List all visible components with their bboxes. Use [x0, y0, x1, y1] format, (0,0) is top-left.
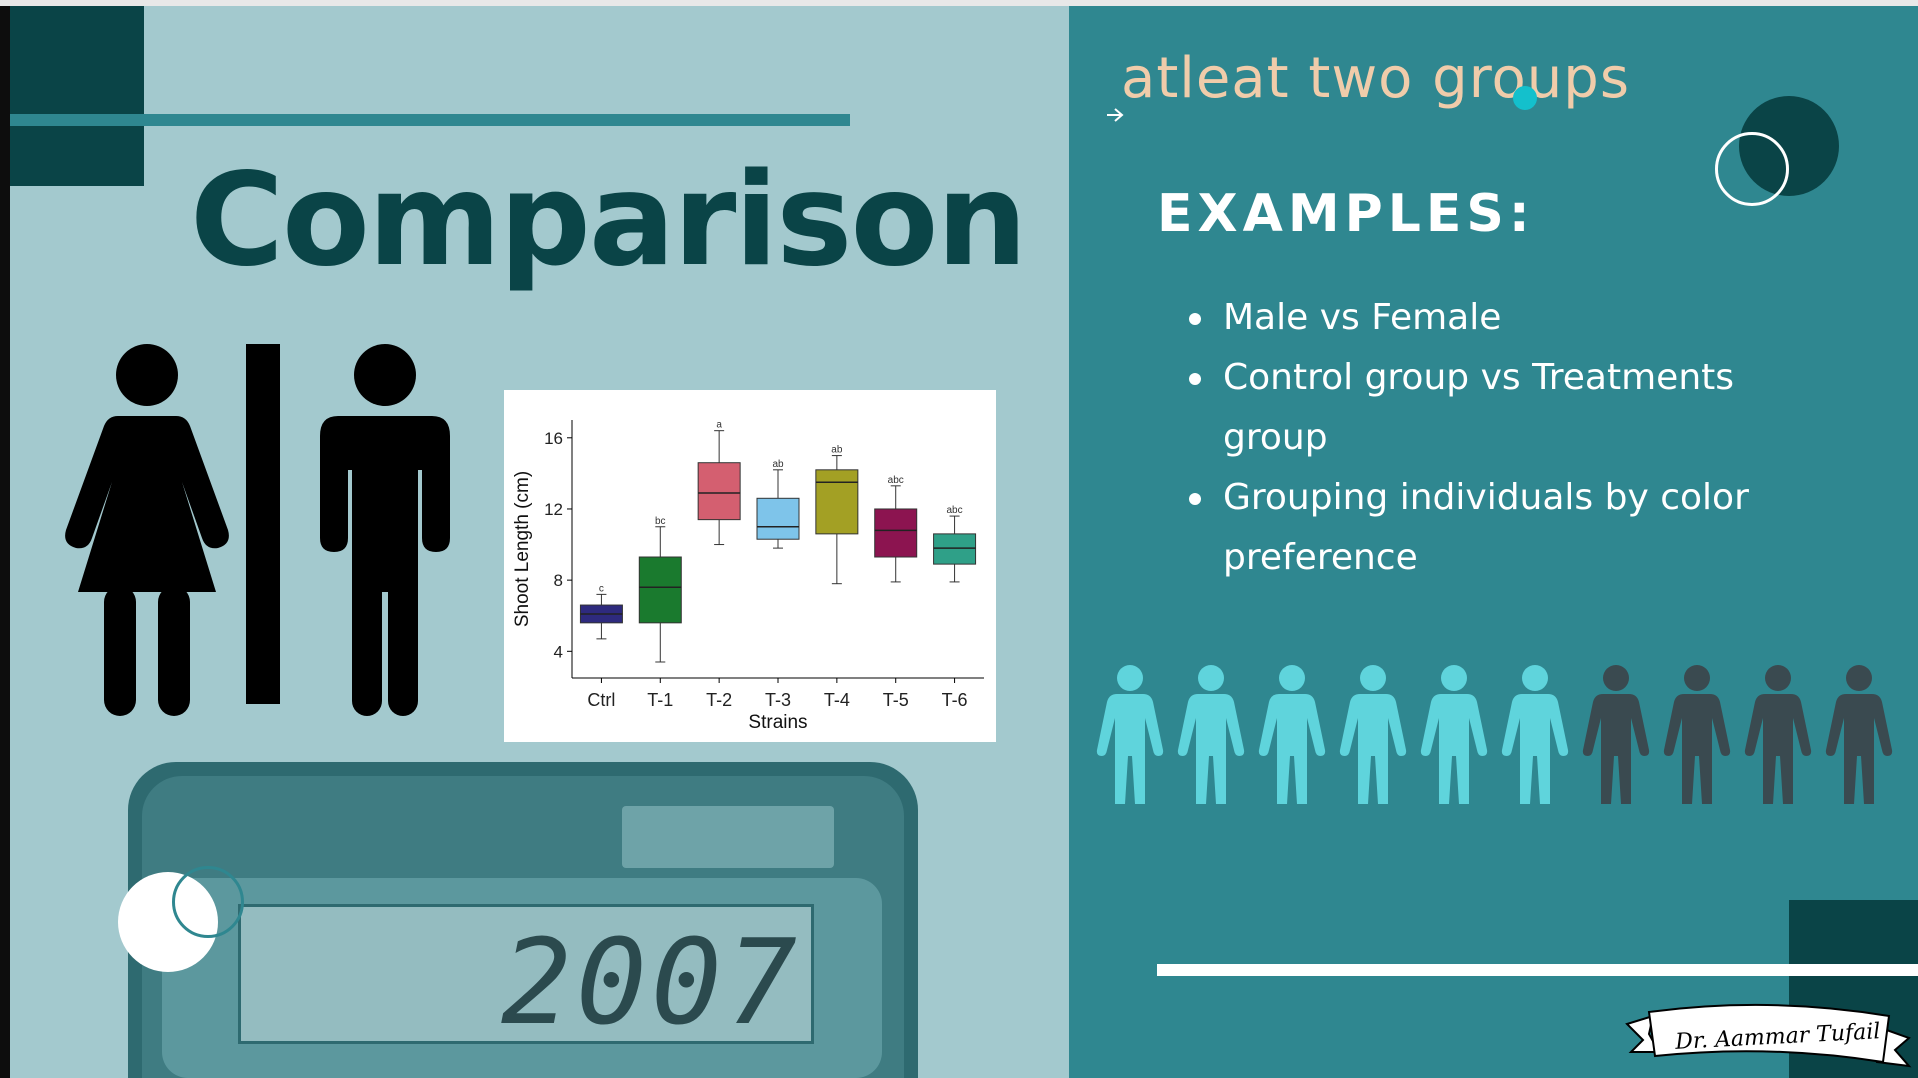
- example-item: Grouping individuals by color preference: [1189, 468, 1829, 588]
- subtitle: atleat two groups: [1121, 46, 1630, 111]
- person-icon-dark: [1582, 665, 1650, 804]
- person-icon-highlighted: [1177, 665, 1245, 804]
- y-tick-label: 12: [544, 500, 563, 519]
- person-icon-highlighted: [1096, 665, 1164, 804]
- person-icon-highlighted: [1258, 665, 1326, 804]
- significance-label: abc: [947, 505, 963, 516]
- box: [638, 556, 682, 624]
- corner-block: [10, 6, 144, 186]
- boxplot-chart: 4 8 12 16 Shoot Length (cm) Strains c Ctrl bc T-1…: [504, 390, 996, 742]
- x-tick-label: T-2: [706, 690, 732, 710]
- female-figure-icon: [65, 344, 229, 716]
- cursor-dot: [1513, 86, 1537, 110]
- ring-decoration: [172, 866, 244, 938]
- display-value: 2007: [500, 913, 801, 1051]
- y-tick-label: 8: [554, 571, 563, 590]
- ring-decoration-right: [1715, 132, 1789, 206]
- calculator: 2007: [128, 762, 918, 1078]
- page-title: Comparison: [190, 146, 1027, 295]
- x-tick-label: Ctrl: [587, 690, 615, 710]
- box: [874, 508, 918, 558]
- significance-label: a: [716, 420, 722, 431]
- examples-list: Male vs Female Control group vs Treatmen…: [1189, 288, 1829, 588]
- significance-label: ab: [831, 445, 843, 456]
- solar-panel: [622, 806, 834, 868]
- person-icon-dark: [1663, 665, 1731, 804]
- example-item: Male vs Female: [1189, 288, 1829, 348]
- significance-label: ab: [772, 459, 784, 470]
- box: [756, 497, 800, 540]
- people-row: [1095, 662, 1905, 810]
- arrow-pointer-icon: [1107, 108, 1124, 122]
- box: [815, 469, 859, 535]
- x-axis-label: Strains: [748, 712, 807, 733]
- person-icon-highlighted: [1339, 665, 1407, 804]
- person-icon-highlighted: [1501, 665, 1569, 804]
- restroom-divider-bar: [246, 344, 280, 704]
- person-icon-dark: [1825, 665, 1893, 804]
- person-icon-highlighted: [1420, 665, 1488, 804]
- y-axis-label: Shoot Length (cm): [512, 471, 533, 627]
- divider-line: [10, 114, 850, 126]
- x-tick-label: T-5: [883, 690, 909, 710]
- right-panel: atleat two groups EXAMPLES: Male vs Fema…: [1069, 6, 1918, 1078]
- example-item: Control group vs Treatments group: [1189, 348, 1829, 468]
- box: [933, 533, 977, 565]
- significance-label: c: [599, 583, 604, 594]
- signature-banner: Dr. Aammar Tufail: [1625, 1003, 1912, 1068]
- y-tick-label: 4: [554, 642, 563, 661]
- calculator-display: 2007: [238, 904, 814, 1051]
- box: [697, 462, 741, 521]
- y-tick-label: 16: [544, 429, 563, 448]
- x-tick-label: T-1: [647, 690, 673, 710]
- x-tick-label: T-4: [824, 690, 850, 710]
- examples-heading: EXAMPLES:: [1157, 184, 1535, 244]
- x-tick-label: T-3: [765, 690, 791, 710]
- male-figure-icon: [320, 344, 450, 716]
- significance-label: bc: [655, 516, 666, 527]
- left-panel: Comparison 4 8 12 16 Shoot Length (cm) Strain…: [10, 6, 1069, 1078]
- significance-label: abc: [888, 475, 904, 486]
- x-tick-label: T-6: [942, 690, 968, 710]
- chart-canvas: 4 8 12 16 Shoot Length (cm) Strains c Ctrl bc T-1…: [512, 420, 984, 733]
- person-icon-dark: [1744, 665, 1812, 804]
- top-edge-strip: [0, 0, 1918, 6]
- divider-line-right: [1157, 964, 1918, 976]
